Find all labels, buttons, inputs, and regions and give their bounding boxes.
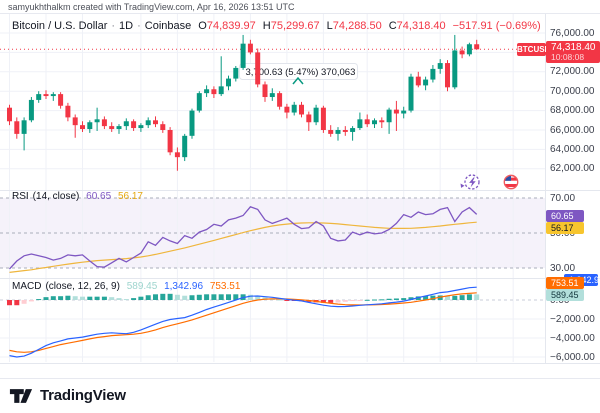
rsi-ma-badge: 56.17 xyxy=(546,222,584,234)
open-value: 74,839.97 xyxy=(206,20,256,32)
symbol-price-line-badge: BTCUSD xyxy=(517,43,551,56)
rsi-legend[interactable]: RSI (14, close) 60.65 56.17 xyxy=(12,191,147,202)
low-value: 74,288.50 xyxy=(332,20,382,32)
pane-separator-rsi[interactable] xyxy=(0,190,600,191)
interval-label[interactable]: 1D xyxy=(119,20,134,32)
candlestick-series[interactable] xyxy=(7,34,480,171)
rsi-params: (14, close) xyxy=(32,191,80,202)
svg-text:3,700.63 (5.47%) 370,063: 3,700.63 (5.47%) 370,063 xyxy=(246,67,356,78)
rsi-line xyxy=(9,206,478,270)
legend-separator: · xyxy=(111,20,116,32)
exchange-label[interactable]: Coinbase xyxy=(144,20,192,32)
symbol-legend[interactable]: Bitcoin / U.S. Dollar · 1D · Coinbase O74,839… xyxy=(12,20,541,32)
measure-tooltip: 3,700.63 (5.47%) 370,063 xyxy=(239,63,358,80)
us-flag-event-icon[interactable] xyxy=(503,174,519,190)
legend-separator: · xyxy=(137,20,141,32)
bar-countdown: 10:08:08 xyxy=(551,52,585,62)
time-axis[interactable]: 11621Mar611162126Apr611162126 xyxy=(0,363,600,379)
symbol-title[interactable]: Bitcoin / U.S. Dollar xyxy=(12,20,108,32)
macd-signal-badge: 753.51 xyxy=(546,277,584,289)
last-price-badge: 74,318.40 10:08:08 xyxy=(546,41,600,63)
rsi-ma-line xyxy=(9,221,477,273)
change-value: −517.91 (−0.69%) xyxy=(452,20,541,32)
lightning-event-icon[interactable] xyxy=(460,174,480,190)
measure-arrow-icon xyxy=(292,76,304,85)
close-label: C xyxy=(388,20,397,32)
macd-params: (close, 12, 26, 9) xyxy=(45,281,120,292)
tradingview-logo-text: TradingView xyxy=(40,387,126,404)
macd-legend[interactable]: MACD (close, 12, 26, 9) 589.45 1,342.96 7… xyxy=(12,281,244,292)
rsi-value: 60.65 xyxy=(86,191,112,202)
price-axis-border xyxy=(545,14,546,363)
rsi-ma-value: 56.17 xyxy=(117,191,143,202)
macd-title[interactable]: MACD xyxy=(12,281,42,292)
macd-line xyxy=(9,286,477,358)
macd-hist-badge: 589.45 xyxy=(546,289,584,301)
high-label: H xyxy=(262,20,271,32)
tradingview-logo-icon xyxy=(9,388,33,403)
open-label: O xyxy=(198,20,207,32)
pane-separator-macd[interactable] xyxy=(0,278,600,279)
macd-signal-value: 753.51 xyxy=(209,281,241,292)
tradingview-logo[interactable]: TradingView xyxy=(9,387,126,404)
close-value: 74,318.40 xyxy=(396,20,446,32)
high-value: 75,299.67 xyxy=(270,20,320,32)
rsi-value-badge: 60.65 xyxy=(546,210,584,222)
low-label: L xyxy=(326,20,333,32)
footer: TradingView xyxy=(0,378,600,413)
macd-hist-value: 589.45 xyxy=(126,281,158,292)
macd-line-value: 1,342.96 xyxy=(164,281,204,292)
macd-signal-line xyxy=(9,292,477,353)
last-price-value: 74,318.40 xyxy=(551,42,596,53)
rsi-title[interactable]: RSI xyxy=(12,191,29,202)
attribution-bar: samyukhthalkm created with TradingView.c… xyxy=(0,0,600,14)
